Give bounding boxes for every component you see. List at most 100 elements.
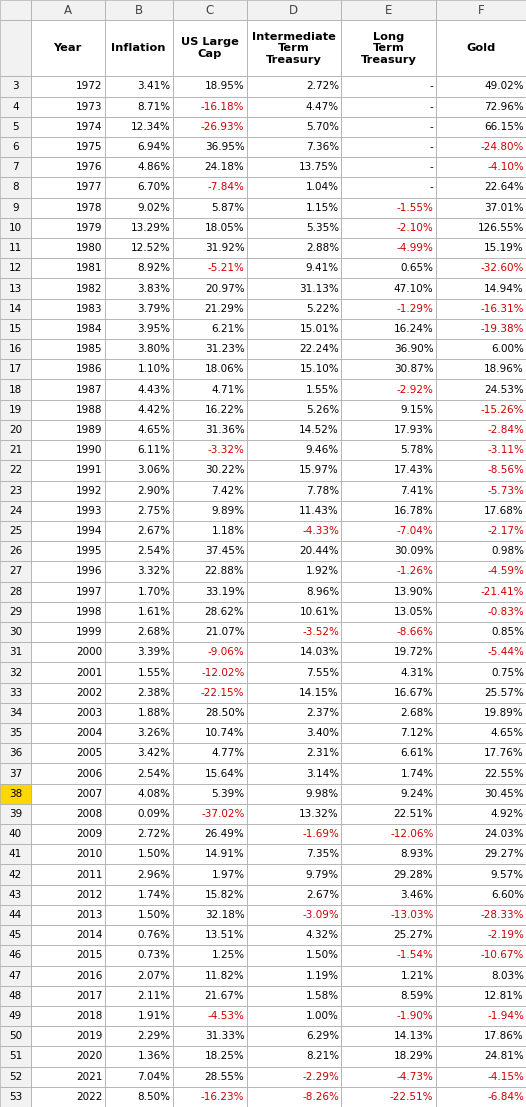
Bar [173,319,247,339]
Text: 48: 48 [9,991,22,1001]
Bar [247,441,341,461]
Text: 20.97%: 20.97% [205,283,245,293]
Bar [173,197,247,218]
Bar [31,764,105,784]
Bar [173,400,247,420]
Bar [105,299,173,319]
Text: 49: 49 [9,1011,22,1021]
Text: 17.93%: 17.93% [394,425,433,435]
Text: 4.92%: 4.92% [491,809,524,819]
Bar [247,521,341,541]
Bar [31,319,105,339]
Text: 1996: 1996 [76,567,103,577]
Text: 9.02%: 9.02% [137,203,170,213]
Bar [247,420,341,441]
Bar [31,642,105,662]
Bar [247,602,341,622]
Bar [0,541,31,561]
Text: 2014: 2014 [76,930,103,940]
Bar [247,76,341,96]
Text: 1.92%: 1.92% [306,567,339,577]
Bar [105,137,173,157]
Bar [0,581,31,602]
Bar [31,683,105,703]
Bar [173,865,247,884]
Bar [105,904,173,925]
Bar [31,521,105,541]
Text: -4.33%: -4.33% [302,526,339,536]
Bar [173,1087,247,1107]
Bar [0,845,31,865]
Bar [247,0,341,20]
Bar [105,561,173,581]
Bar [0,0,31,20]
Bar [341,764,436,784]
Text: Intermediate
Term
Treasury: Intermediate Term Treasury [252,32,336,65]
Text: 15.01%: 15.01% [299,324,339,334]
Bar [341,157,436,177]
Text: 7.41%: 7.41% [400,486,433,496]
Bar [173,764,247,784]
Bar [31,500,105,521]
Text: -5.73%: -5.73% [487,486,524,496]
Text: 5: 5 [12,122,19,132]
Bar [31,945,105,965]
Text: 0.65%: 0.65% [400,263,433,273]
Text: 1982: 1982 [76,283,103,293]
Bar [247,441,341,461]
Bar [436,541,526,561]
Text: 2020: 2020 [76,1052,103,1062]
Bar [436,703,526,723]
Bar [0,380,31,400]
Text: 14.52%: 14.52% [299,425,339,435]
Bar [173,157,247,177]
Text: 12: 12 [9,263,22,273]
Text: 7.36%: 7.36% [306,142,339,152]
Text: 37.45%: 37.45% [205,546,245,556]
Text: 2.90%: 2.90% [137,486,170,496]
Bar [0,925,31,945]
Text: 14.03%: 14.03% [299,648,339,658]
Bar [31,177,105,197]
Bar [105,602,173,622]
Text: 15: 15 [9,324,22,334]
Bar [105,642,173,662]
Bar [436,764,526,784]
Bar [341,279,436,299]
Text: 30.87%: 30.87% [394,364,433,374]
Bar [341,764,436,784]
Bar [436,602,526,622]
Bar [0,925,31,945]
Text: 10.74%: 10.74% [205,728,245,738]
Bar [31,420,105,441]
Bar [247,258,341,279]
Text: 18.96%: 18.96% [484,364,524,374]
Bar [105,339,173,360]
Text: 20: 20 [9,425,22,435]
Bar [31,20,105,76]
Text: 0.85%: 0.85% [491,627,524,638]
Text: 31.23%: 31.23% [205,344,245,354]
Bar [105,1087,173,1107]
Bar [436,500,526,521]
Bar [341,1046,436,1066]
Text: 9.98%: 9.98% [306,789,339,799]
Text: 2.75%: 2.75% [137,506,170,516]
Bar [0,743,31,764]
Bar [436,845,526,865]
Text: -21.41%: -21.41% [480,587,524,597]
Bar [0,1006,31,1026]
Bar [31,865,105,884]
Bar [173,804,247,824]
Text: A: A [64,3,72,17]
Text: 9.89%: 9.89% [211,506,245,516]
Bar [105,299,173,319]
Text: 14.94%: 14.94% [484,283,524,293]
Text: 51: 51 [9,1052,22,1062]
Text: 2022: 2022 [76,1092,103,1101]
Bar [31,1087,105,1107]
Bar [341,461,436,480]
Bar [105,925,173,945]
Bar [0,602,31,622]
Bar [0,258,31,279]
